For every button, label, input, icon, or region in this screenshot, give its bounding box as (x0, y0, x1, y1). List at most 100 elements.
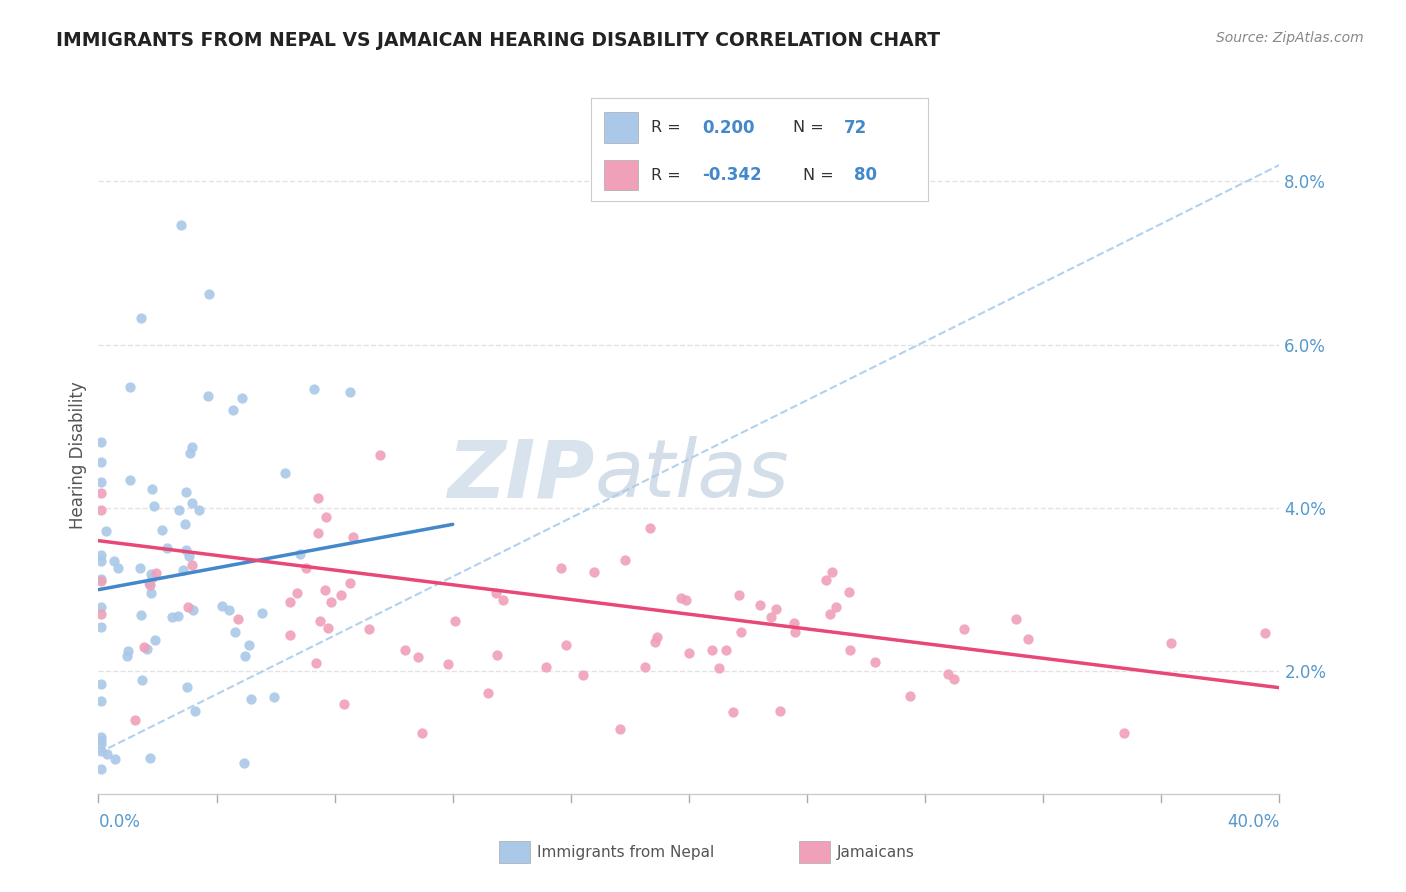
Point (359, 622, 381, 636)
Point (953, 622, 976, 636)
Point (132, 640, 155, 654)
Point (129, 311, 152, 326)
Point (319, 595, 342, 609)
Point (330, 588, 353, 602)
Text: 0.0%: 0.0% (98, 813, 141, 830)
Point (90, 730, 112, 744)
Point (820, 565, 842, 579)
Point (1005, 612, 1028, 626)
Text: 0.200: 0.200 (702, 119, 755, 136)
Point (162, 610, 184, 624)
Point (278, 628, 301, 642)
Point (1160, 636, 1182, 650)
Point (444, 614, 467, 628)
Point (156, 541, 179, 555)
Point (145, 566, 167, 580)
Text: N =: N = (803, 168, 839, 183)
Point (709, 661, 731, 675)
Point (90, 434, 112, 449)
Point (815, 574, 838, 588)
Point (218, 602, 240, 616)
Point (730, 624, 752, 639)
Point (232, 756, 254, 770)
Point (139, 578, 162, 592)
Point (90, 574, 112, 588)
Point (103, 554, 125, 568)
Point (176, 485, 198, 500)
Point (342, 530, 364, 544)
Point (609, 723, 631, 737)
Point (368, 448, 391, 462)
Point (197, 389, 219, 403)
Text: -0.342: -0.342 (702, 166, 762, 184)
Point (411, 726, 433, 740)
Point (783, 616, 806, 631)
Point (90, 694, 112, 708)
Point (394, 643, 416, 657)
Point (645, 631, 668, 645)
Point (231, 391, 253, 405)
FancyBboxPatch shape (605, 112, 638, 144)
Point (318, 621, 340, 635)
Text: Source: ZipAtlas.com: Source: ZipAtlas.com (1216, 31, 1364, 45)
Point (226, 612, 249, 626)
Text: atlas: atlas (595, 436, 789, 515)
Point (131, 673, 153, 688)
Point (863, 655, 886, 669)
Point (285, 585, 308, 599)
Point (141, 567, 163, 582)
Point (288, 547, 311, 561)
Point (136, 641, 159, 656)
Point (263, 690, 285, 705)
Point (898, 690, 921, 704)
Point (90, 573, 112, 587)
Point (477, 686, 499, 700)
FancyBboxPatch shape (605, 160, 638, 190)
Point (179, 446, 201, 460)
Point (224, 624, 246, 639)
Text: 40.0%: 40.0% (1227, 813, 1279, 830)
Point (721, 706, 744, 720)
Point (728, 588, 751, 602)
Point (700, 643, 723, 657)
Point (942, 673, 965, 687)
Point (305, 656, 328, 670)
Point (90, 548, 112, 562)
Point (838, 643, 860, 657)
Point (765, 602, 787, 616)
Point (107, 561, 129, 575)
Point (675, 592, 697, 607)
Point (748, 598, 770, 612)
Point (1254, 626, 1277, 640)
Point (785, 625, 807, 640)
Point (638, 521, 661, 535)
Point (172, 563, 194, 577)
Point (181, 558, 204, 573)
Point (90, 733, 112, 747)
Point (90, 475, 112, 489)
Point (233, 649, 256, 664)
Point (304, 383, 326, 397)
Point (238, 638, 260, 652)
Point (554, 639, 576, 653)
Point (184, 705, 207, 719)
Point (492, 593, 515, 607)
Text: ZIP: ZIP (447, 436, 595, 515)
Point (550, 561, 572, 575)
Point (174, 543, 197, 558)
Point (90, 763, 112, 777)
Text: 80: 80 (853, 166, 877, 184)
Point (90, 620, 112, 634)
Point (485, 648, 508, 663)
Point (408, 650, 430, 665)
Point (90, 737, 112, 751)
Point (169, 218, 191, 232)
Text: Immigrants from Nepal: Immigrants from Nepal (537, 846, 714, 860)
Point (187, 503, 209, 517)
Point (90, 677, 112, 691)
Point (308, 525, 330, 540)
Point (90, 486, 112, 500)
Point (644, 634, 666, 648)
Point (128, 561, 150, 575)
Point (936, 666, 959, 681)
